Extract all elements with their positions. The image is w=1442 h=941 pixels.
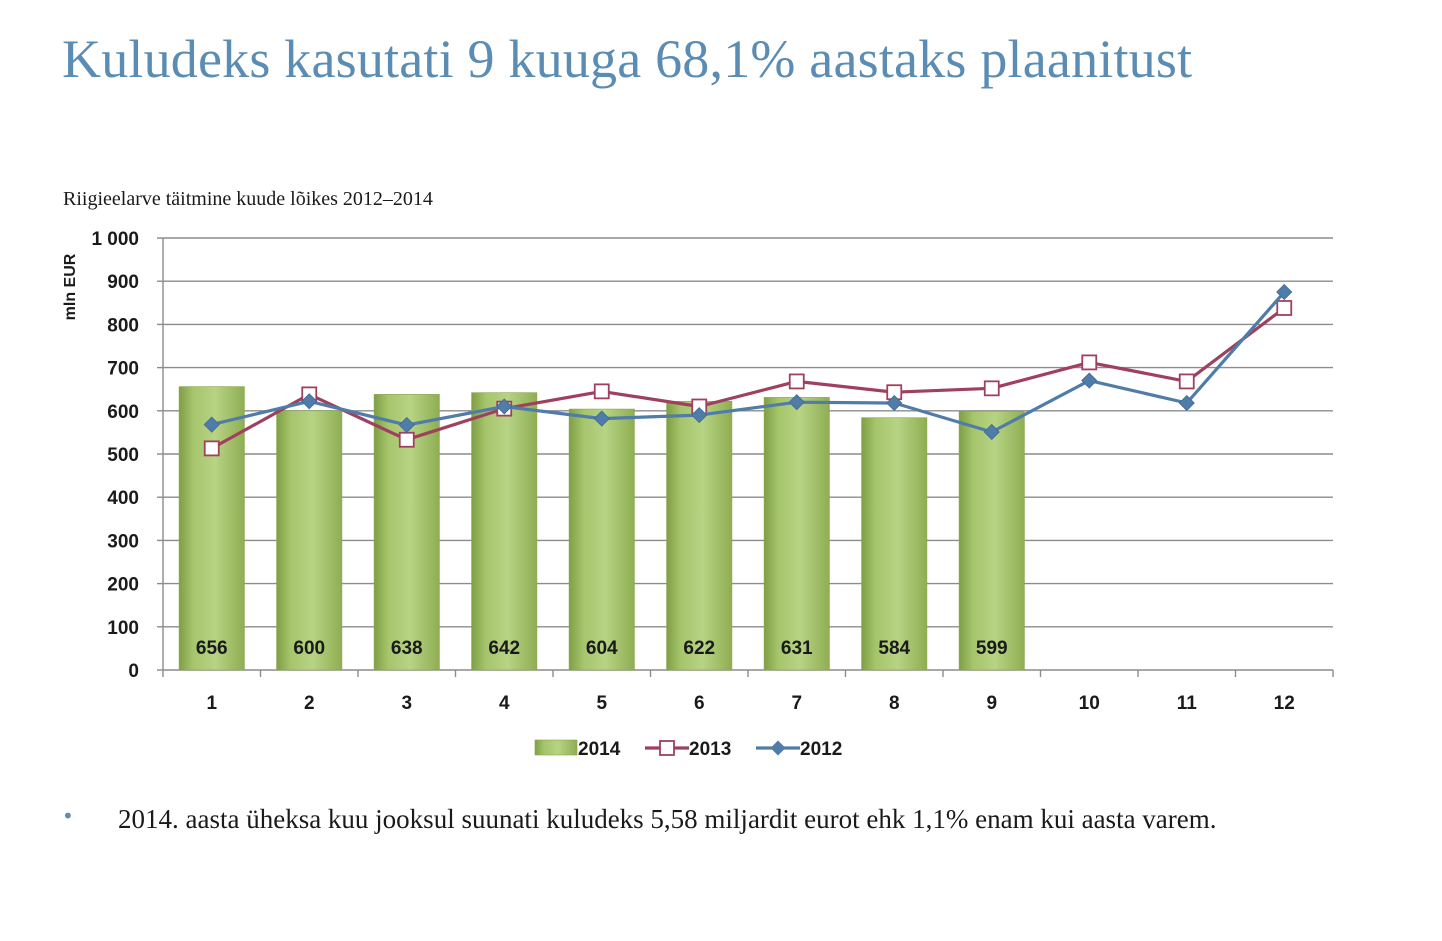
marker-diamond-2012: [691, 407, 708, 424]
legend-label: 2012: [800, 739, 842, 760]
bar-data-label: 584: [878, 638, 910, 659]
y-axis-label: mln EUR: [62, 253, 79, 320]
x-tick-label: 2: [304, 693, 315, 714]
y-tick-label: 800: [107, 315, 139, 336]
marker-diamond-2012: [886, 394, 903, 412]
x-tick-label: 12: [1274, 693, 1295, 714]
y-tick-label: 100: [107, 618, 139, 639]
bar-2014: [276, 410, 343, 671]
bar-series-2014: [178, 386, 1025, 671]
bar-2014: [666, 400, 733, 671]
legend: 2014 2013 2012: [534, 739, 842, 760]
marker-square-2013: [1178, 373, 1195, 390]
bullet-text: 2014. aasta üheksa kuu jooksul suunati k…: [118, 804, 1217, 834]
line-series-2012: [211, 290, 1286, 434]
y-tick-label: 900: [107, 272, 139, 293]
marker-diamond-2012: [1178, 394, 1195, 412]
marker-square-2013: [788, 373, 805, 390]
marker-diamond-2012: [593, 410, 610, 427]
x-tick-label: 6: [694, 693, 705, 714]
y-tick-label: 0: [128, 661, 139, 682]
y-tick-label: 500: [107, 445, 139, 466]
marker-square-2013: [983, 380, 1000, 397]
legend-label: 2013: [689, 739, 731, 760]
legend-swatch-2014: [534, 739, 578, 756]
x-tick-label: 10: [1079, 693, 1100, 714]
marker-square-2013: [203, 440, 220, 457]
legend-marker-square: [659, 740, 675, 756]
bar-data-label: 622: [683, 638, 715, 659]
marker-diamond-2012: [983, 423, 1000, 441]
y-tick-label: 600: [107, 402, 139, 423]
bar-data-label: 599: [976, 638, 1008, 659]
legend-marker-diamond: [770, 740, 786, 756]
marker-diamond-2012: [203, 416, 220, 433]
marker-square-2013: [593, 383, 610, 400]
y-tick-label: 200: [107, 575, 139, 596]
data-labels: 656 600 638 642 604 622 631 584 599: [196, 638, 1008, 659]
x-tick-label: 9: [986, 693, 997, 714]
marker-diamond-2012: [1276, 283, 1293, 301]
bar-2014: [568, 408, 635, 671]
bullet-dot-icon: •: [62, 804, 74, 828]
bar-data-label: 656: [196, 638, 228, 659]
x-tick-label: 5: [596, 693, 607, 714]
marker-diamond-2012: [496, 398, 513, 415]
marker-square-2013: [1081, 354, 1098, 371]
chart-title: Riigieelarve täitmine kuude lõikes 2012–…: [63, 188, 433, 210]
marker-square-2013: [398, 431, 415, 448]
bar-data-label: 604: [586, 638, 618, 659]
bar-2014: [861, 417, 928, 671]
marker-diamond-2012: [301, 393, 318, 410]
y-tick-label: 400: [107, 488, 139, 509]
bar-data-label: 631: [781, 638, 813, 659]
x-tick-label: 3: [401, 693, 412, 714]
bar-data-label: 642: [488, 638, 520, 659]
bar-2014: [958, 410, 1025, 671]
bar-data-label: 600: [293, 638, 325, 659]
marker-diamond-2012: [398, 416, 415, 434]
x-tick-label: 11: [1177, 693, 1198, 714]
marker-square-2013: [1276, 300, 1293, 316]
bar-2014: [178, 386, 245, 671]
y-tick-label: 700: [107, 359, 139, 380]
x-tick-label: 1: [206, 693, 217, 714]
y-tick-label: 1 000: [91, 229, 139, 250]
line-series-2013: [211, 306, 1286, 450]
x-tick-label: 8: [889, 693, 900, 714]
bar-data-label: 638: [391, 638, 423, 659]
y-tick-label: 300: [107, 531, 139, 552]
bar-2014: [471, 392, 538, 671]
gridlines: [163, 237, 1333, 628]
legend-label: 2014: [578, 739, 621, 760]
marker-diamond-2012: [1081, 372, 1098, 389]
marker-diamond-2012: [788, 394, 805, 411]
bar-2014: [763, 397, 830, 671]
line-series: [203, 283, 1293, 457]
slide-title: Kuludeks kasutati 9 kuuga 68,1% aastaks …: [62, 29, 1193, 89]
x-tick-label: 7: [791, 693, 802, 714]
x-tick-label: 4: [499, 693, 510, 714]
